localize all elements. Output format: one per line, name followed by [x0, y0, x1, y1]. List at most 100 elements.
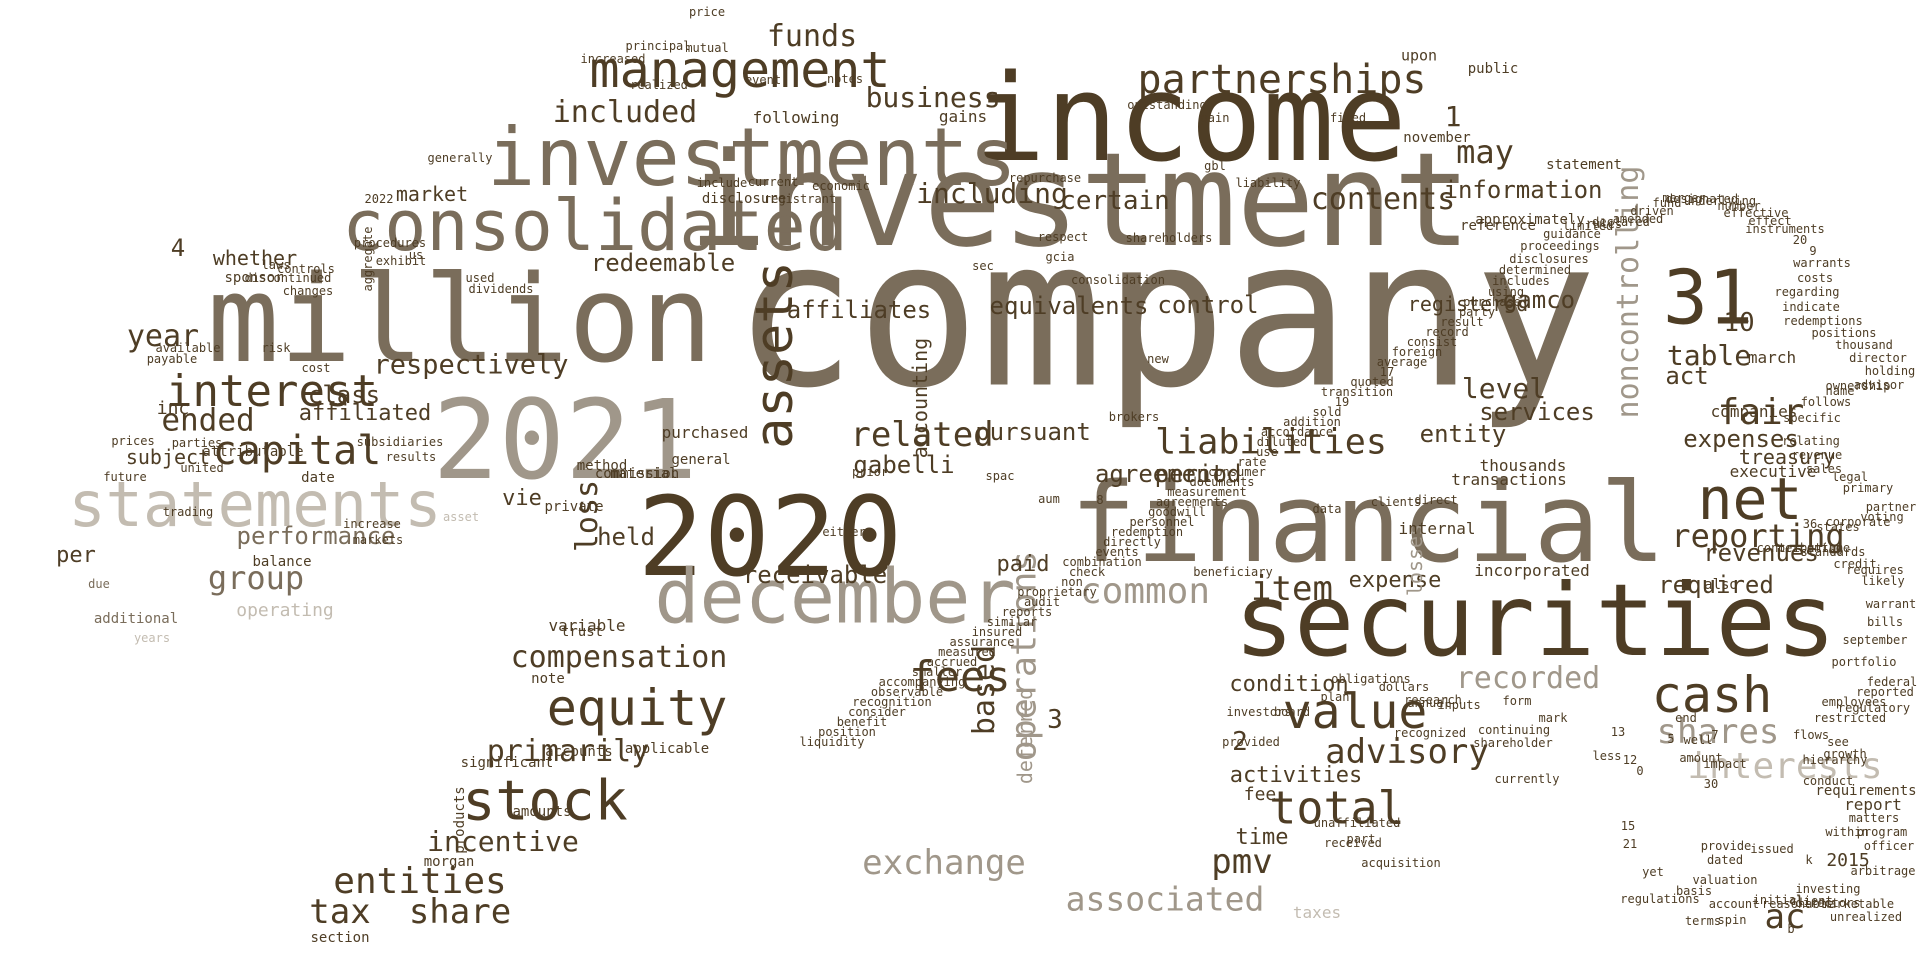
word-goodwill: goodwill	[1148, 505, 1206, 519]
word-fee: fee	[1243, 784, 1277, 805]
word-9: 9	[1809, 244, 1817, 258]
word-market: market	[395, 182, 469, 206]
word-procedures: procedures	[353, 236, 427, 250]
word-operating: operating	[236, 600, 334, 621]
word-diluted: diluted	[1256, 435, 1308, 449]
word-activities: activities	[1229, 763, 1363, 788]
word-redeemable: redeemable	[590, 249, 736, 277]
word-13: 13	[1610, 725, 1626, 739]
word-held: held	[597, 523, 655, 551]
word-benefit: benefit	[836, 715, 888, 729]
word-percentage: percentage	[1777, 541, 1851, 555]
word-holding: holding	[1864, 364, 1916, 378]
word-million: million	[207, 251, 713, 390]
word-income: income	[973, 50, 1407, 189]
word-received: received	[1324, 836, 1382, 850]
word-contribution: contribution	[1756, 541, 1844, 555]
word-directors: directors	[1795, 896, 1861, 910]
word-board: board	[1273, 705, 1311, 719]
word-provided: provided	[1222, 735, 1280, 749]
word-deferred: deferred	[1013, 687, 1037, 785]
word-effect: effect	[1748, 214, 1792, 228]
word-guidance: guidance	[1543, 227, 1601, 241]
word-shareholders: shareholders	[1125, 231, 1213, 245]
word-account: account	[1708, 897, 1760, 911]
word-rate: rate	[1237, 455, 1267, 469]
word-thousand: thousand	[1835, 338, 1893, 352]
word-research: research	[1404, 693, 1462, 707]
word-recognition: recognition	[852, 695, 932, 709]
word-beneficiary: beneficiary	[1193, 565, 1273, 579]
word-sales: sales	[1805, 462, 1843, 476]
word-measured: measured	[938, 645, 996, 659]
word-directly: directly	[1103, 535, 1161, 549]
word-trust: trust	[560, 624, 604, 640]
word-reports: reports	[1001, 605, 1053, 619]
word-required: required	[1658, 571, 1774, 599]
word-act: act	[1665, 362, 1709, 390]
word-fair: fair	[1717, 392, 1805, 433]
word-12: 12	[1622, 753, 1638, 767]
word-client: client	[1789, 894, 1833, 908]
word-section: section	[310, 930, 370, 946]
word-advisory: advisory	[1325, 732, 1489, 772]
word-reasonable: reasonable	[1761, 897, 1835, 911]
word-investors: investors	[1226, 705, 1292, 719]
word-1: 1	[1444, 100, 1462, 133]
word-vie: vie	[502, 486, 542, 511]
word-warrants: warrants	[1793, 256, 1851, 270]
word-obligations: obligations	[1331, 672, 1411, 686]
word-consolidated: consolidated	[342, 185, 848, 267]
word-4: 4	[170, 234, 186, 262]
word-subsidiaries: subsidiaries	[356, 435, 444, 449]
word-well: well	[1683, 733, 1713, 747]
word-treasury: treasury	[1738, 445, 1836, 469]
word-effective: effective	[1723, 206, 1789, 220]
word-audit: audit	[1023, 595, 1061, 609]
word-spac: spac	[985, 469, 1015, 483]
word-accordance: accordance	[1260, 425, 1334, 439]
word-consist: consist	[1406, 335, 1458, 349]
word-insured: insured	[971, 625, 1023, 639]
word-end: end	[1675, 711, 1697, 725]
word-initial: initial	[1752, 893, 1804, 907]
word-balance: balance	[252, 554, 312, 570]
word-assurance: assurance	[949, 635, 1015, 649]
word-unaffiliated: unaffiliated	[1313, 816, 1401, 830]
word-period: period	[1154, 460, 1242, 488]
word-total: total	[1269, 781, 1405, 835]
word-purchase: purchase	[1463, 295, 1521, 309]
word-brokers: brokers	[1108, 410, 1160, 424]
word-use: use	[1256, 445, 1278, 459]
word-interest: interest	[166, 366, 378, 417]
word-accrued: accrued	[926, 655, 978, 669]
word-value: value	[1282, 684, 1428, 740]
word-future: future	[103, 470, 147, 484]
word-form: form	[1502, 694, 1532, 708]
word-current: current	[747, 175, 799, 189]
word-affiliated: affiliated	[298, 401, 432, 426]
word-2015: 2015	[1826, 850, 1870, 871]
word-pmv: pmv	[1211, 842, 1273, 882]
word-revenues: revenues	[1703, 539, 1819, 567]
word-assets: assets	[745, 261, 805, 449]
word-contents: contents	[1310, 182, 1456, 217]
word-prices: prices	[111, 434, 155, 448]
word-observable: observable	[870, 685, 944, 699]
word-federal: federal	[1866, 675, 1918, 689]
word-2020: 2020	[637, 473, 903, 601]
word-outstanding: outstanding	[1127, 98, 1207, 112]
word-increase: increase	[343, 517, 401, 531]
word-k: k	[1805, 853, 1813, 867]
word-certain: certain	[1060, 186, 1170, 216]
word-flows: flows	[1792, 728, 1830, 742]
word-incentive: incentive	[427, 825, 579, 858]
word-upon: upon	[1400, 46, 1438, 65]
word-laws: laws	[261, 258, 291, 272]
word-matters: matters	[1848, 811, 1900, 825]
word-disclosures: disclosures	[1509, 252, 1589, 266]
word-parties: parties	[171, 436, 223, 450]
word-partnerships: partnerships	[1137, 57, 1427, 103]
word-basis: basis	[1675, 884, 1713, 898]
word-related: related	[850, 415, 994, 455]
